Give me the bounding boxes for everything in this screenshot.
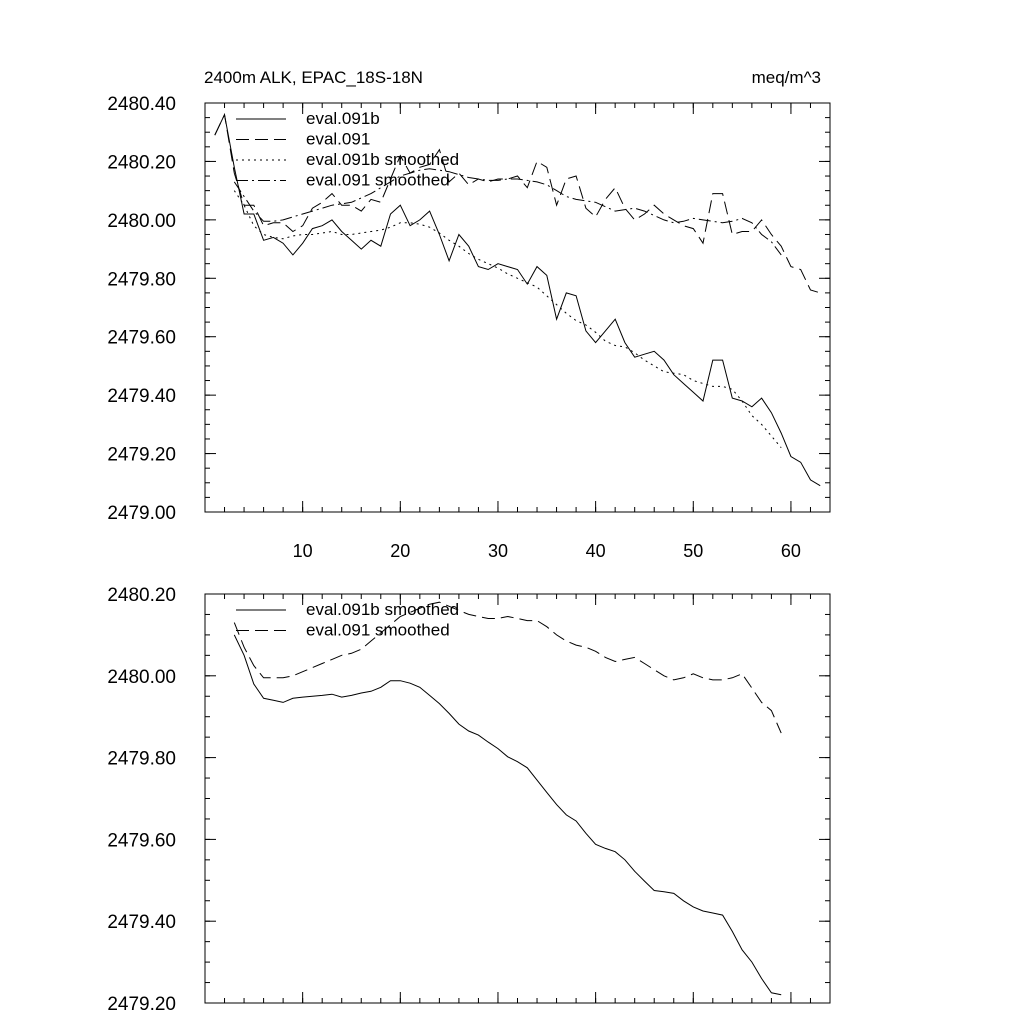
bottom-panel: 2479.20 2479.40 2479.60 2479.80 2480.00 2480.…: [107, 585, 831, 1015]
y-tick-label: 2479.60: [107, 328, 176, 349]
series-line-eval-091b-smoothed: [233, 190, 782, 449]
chart-title: 2400m ALK, EPAC_18S-18N: [204, 68, 423, 87]
y-tick-label: 2479.60: [107, 830, 176, 851]
y-tick-label: 2480.40: [107, 94, 176, 115]
plot-frame: [204, 593, 831, 1004]
y-tick-label: 2479.80: [107, 269, 176, 290]
series-line-eval-091-smoothed: [233, 601, 782, 734]
series-line-eval-091b-smoothed: [233, 634, 782, 996]
y-tick-label: 2479.40: [107, 912, 176, 933]
y-tick-label: 2479.80: [107, 749, 176, 770]
legend-label: eval.091: [306, 130, 370, 149]
legend-label: eval.091b: [306, 109, 380, 128]
series-line-eval-091-smoothed: [233, 168, 782, 256]
legend-label: eval.091b smoothed: [306, 600, 459, 619]
top-panel: 2400m ALK, EPAC_18S-18N meq/m^3 10 20 30 40…: [107, 68, 831, 561]
y-tick-label: 2480.20: [107, 585, 176, 606]
legend-label: eval.091 smoothed: [306, 171, 450, 190]
legend-label: eval.091b smoothed: [306, 150, 459, 169]
y-tick-label: 2480.00: [107, 667, 176, 688]
y-tick-label: 2479.00: [107, 503, 176, 524]
x-tick-label: 20: [390, 541, 410, 561]
x-tick-label: 50: [683, 541, 703, 561]
x-tick-label: 40: [586, 541, 606, 561]
y-tick-label: 2480.20: [107, 152, 176, 173]
x-tick-label: 60: [781, 541, 801, 561]
units-label: meq/m^3: [752, 68, 821, 87]
series-line-eval-091: [214, 113, 821, 294]
y-tick-label: 2479.40: [107, 386, 176, 407]
legend-label: eval.091 smoothed: [306, 621, 450, 640]
plot-frame: [204, 102, 831, 513]
y-tick-label: 2479.20: [107, 994, 176, 1015]
x-tick-label: 30: [488, 541, 508, 561]
x-tick-label: 10: [293, 541, 313, 561]
y-tick-label: 2480.00: [107, 211, 176, 232]
y-tick-label: 2479.20: [107, 445, 176, 466]
series-line-eval-091b: [214, 113, 821, 487]
